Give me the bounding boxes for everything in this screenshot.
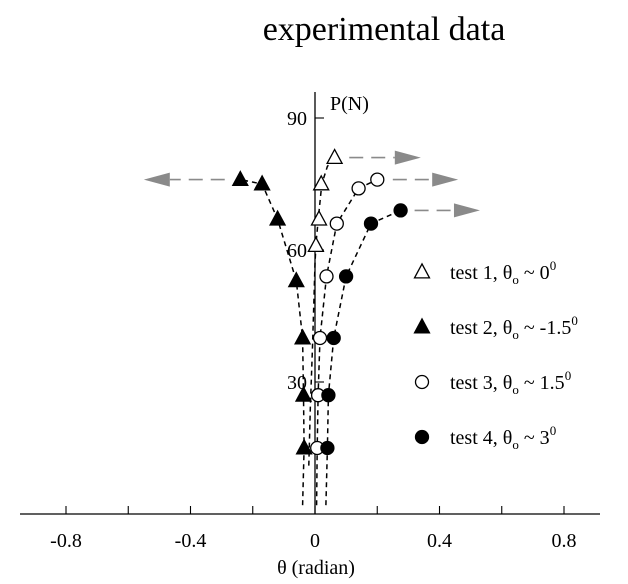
x-tick-label: -0.8 — [50, 530, 82, 552]
series-3-point — [370, 172, 385, 187]
series-4-point — [321, 388, 336, 403]
legend-label-2: test 2, θo ~ -1.50 — [450, 313, 578, 342]
x-tick-label: 0.8 — [552, 530, 577, 552]
series-2-point — [253, 174, 271, 191]
series-1-point — [312, 174, 330, 191]
legend-label-1: test 1, θo ~ 00 — [450, 258, 556, 287]
series-3-point — [351, 181, 366, 196]
series-2-point — [269, 209, 287, 226]
legend-label-3: test 3, θo ~ 1.50 — [450, 368, 571, 397]
x-tick-label: 0.4 — [427, 530, 452, 552]
legend-marker-2 — [413, 317, 431, 334]
series-2-point — [287, 271, 305, 288]
x-axis-label: θ (radian) — [277, 557, 355, 579]
series-2-point — [294, 385, 313, 402]
series-2-point — [294, 328, 312, 345]
series-4-point — [393, 203, 408, 218]
legend-label-4: test 4, θo ~ 30 — [450, 423, 556, 452]
series-2-point — [295, 438, 313, 455]
series-4-point — [363, 216, 379, 231]
series-4-curve — [325, 209, 401, 506]
series-4-arrow-head — [453, 203, 480, 218]
chart-title: experimental data — [263, 11, 506, 48]
series-3-point — [312, 330, 328, 346]
series-1-point — [307, 236, 325, 253]
series-3-point — [329, 216, 344, 231]
series-2-curve — [240, 178, 305, 506]
series-3-arrow-head — [432, 172, 459, 187]
legend-marker-3 — [414, 374, 430, 390]
legend-marker-4 — [414, 429, 430, 445]
series-4-point — [320, 440, 335, 456]
y-axis-label: P(N) — [330, 93, 369, 115]
series-1-point — [310, 209, 328, 226]
series-4-point — [326, 330, 341, 346]
series-3-point — [319, 269, 334, 284]
x-tick-label: 0 — [310, 530, 320, 552]
series-1-point — [326, 148, 344, 165]
series-2-arrow-head — [143, 172, 170, 187]
y-tick-label: 90 — [287, 108, 307, 130]
series-2-point — [231, 170, 249, 187]
y-tick-label: 60 — [287, 240, 307, 262]
plot-area: -0.8 -0.4 0 0.4 0.8 30 60 90 test 1, θo ~ 00 test… — [20, 92, 600, 552]
series-1-arrow-head — [394, 150, 421, 165]
series-1-curve — [308, 157, 336, 466]
y-tick-label: 30 — [287, 372, 307, 394]
x-tick-label: -0.4 — [175, 530, 207, 552]
series-4-point — [338, 269, 354, 284]
legend-marker-1 — [413, 262, 431, 279]
